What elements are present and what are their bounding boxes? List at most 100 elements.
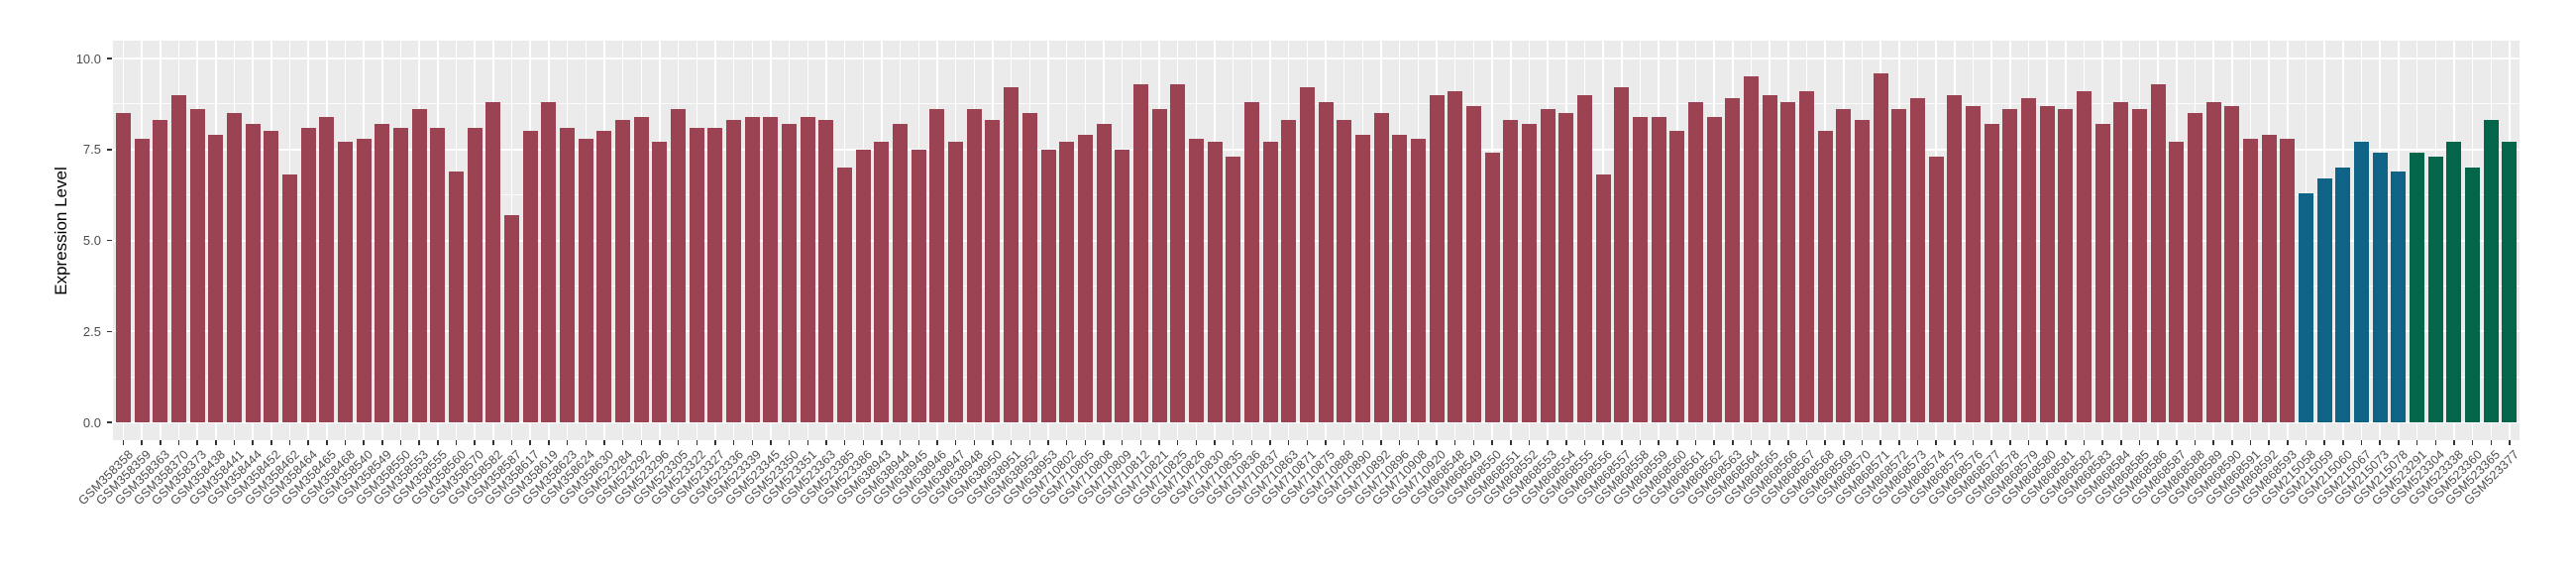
x-tick-mark: [2176, 440, 2178, 445]
bar: [1262, 142, 1278, 422]
y-tick-mark: [107, 421, 112, 423]
bar: [1966, 105, 1981, 422]
bar: [393, 127, 409, 422]
bar: [1059, 142, 1075, 422]
x-tick-mark: [1787, 440, 1789, 445]
bar: [578, 138, 593, 422]
x-tick-mark: [2120, 440, 2122, 445]
bar: [2205, 102, 2221, 422]
bar: [1762, 94, 1777, 422]
x-tick-mark: [603, 440, 605, 445]
bar: [1318, 102, 1334, 422]
bar: [1004, 87, 1020, 422]
bar: [560, 127, 576, 422]
x-tick-mark: [585, 440, 587, 445]
gridline-minor-y: [113, 285, 2520, 287]
x-tick-mark: [1639, 440, 1642, 445]
bar: [2132, 109, 2148, 422]
x-tick-mark: [1269, 440, 1271, 445]
bar: [2410, 153, 2425, 422]
bar: [1503, 120, 1519, 422]
bar: [1170, 83, 1186, 422]
x-tick-mark: [2490, 440, 2492, 445]
bar: [1188, 138, 1204, 422]
x-tick-mark: [326, 440, 328, 445]
x-tick-mark: [474, 440, 476, 445]
x-tick-mark: [492, 440, 494, 445]
x-tick-mark: [1417, 440, 1420, 445]
bar: [2465, 168, 2481, 422]
x-tick-mark: [196, 440, 198, 445]
bar: [1521, 124, 1537, 422]
x-tick-mark: [788, 440, 791, 445]
x-tick-mark: [1010, 440, 1013, 445]
x-tick-mark: [2398, 440, 2400, 445]
gridline-minor-y: [113, 194, 2520, 196]
x-tick-mark: [437, 440, 439, 445]
bar: [2427, 157, 2443, 422]
bar: [319, 116, 335, 422]
bar: [338, 142, 354, 422]
x-tick-mark: [2471, 440, 2474, 445]
bar: [282, 174, 298, 422]
x-tick-mark: [344, 440, 347, 445]
bar: [948, 142, 964, 422]
x-tick-mark: [510, 440, 513, 445]
x-tick-mark: [1935, 440, 1937, 445]
x-tick-mark: [973, 440, 976, 445]
x-tick-mark: [1879, 440, 1881, 445]
x-tick-mark: [160, 440, 161, 445]
x-tick-mark: [954, 440, 957, 445]
bar: [1077, 135, 1093, 422]
x-tick-mark: [363, 440, 365, 445]
gridline-minor-y: [113, 376, 2520, 378]
y-axis-title: Expression Level: [52, 166, 70, 295]
bar: [615, 120, 631, 422]
bar: [485, 102, 501, 422]
x-tick-mark: [1750, 440, 1753, 445]
x-tick-mark: [1510, 440, 1512, 445]
bar: [1632, 116, 1648, 422]
bar: [1132, 83, 1148, 422]
bar: [2261, 135, 2277, 422]
y-tick-label: 2.5: [82, 323, 101, 339]
x-tick-mark: [1436, 440, 1438, 445]
bar: [1743, 76, 1759, 422]
bar: [2243, 138, 2259, 422]
bar: [1484, 153, 1500, 422]
bar: [2483, 120, 2499, 422]
x-tick-mark: [936, 440, 938, 445]
x-tick-mark: [1732, 440, 1734, 445]
bar: [171, 94, 186, 422]
bar: [1687, 102, 1703, 422]
y-tick-mark: [107, 58, 112, 59]
gridline-major-y: [113, 58, 2520, 59]
x-tick-mark: [2360, 440, 2363, 445]
x-tick-mark: [862, 440, 865, 445]
x-tick-mark: [418, 440, 420, 445]
bar: [2188, 113, 2203, 422]
bar: [300, 127, 316, 422]
bar: [929, 109, 945, 422]
x-tick-mark: [1306, 440, 1309, 445]
y-tick-label: 5.0: [82, 233, 101, 248]
gridline-minor-y: [113, 103, 2520, 105]
bar: [411, 109, 427, 422]
bar: [1576, 94, 1592, 422]
y-tick-label: 7.5: [82, 142, 101, 158]
bar: [2354, 142, 2370, 422]
x-tick-mark: [1824, 440, 1826, 445]
x-tick-mark: [1972, 440, 1975, 445]
bar: [1207, 142, 1223, 422]
x-tick-mark: [2434, 440, 2436, 445]
bar: [1243, 102, 1259, 422]
bar: [1373, 113, 1389, 422]
bar: [2058, 109, 2074, 422]
x-tick-mark: [714, 440, 716, 445]
bar: [1725, 98, 1741, 422]
x-tick-mark: [529, 440, 531, 445]
x-tick-mark: [307, 440, 309, 445]
bar: [2502, 142, 2518, 422]
x-tick-mark: [751, 440, 754, 445]
x-tick-mark: [233, 440, 236, 445]
